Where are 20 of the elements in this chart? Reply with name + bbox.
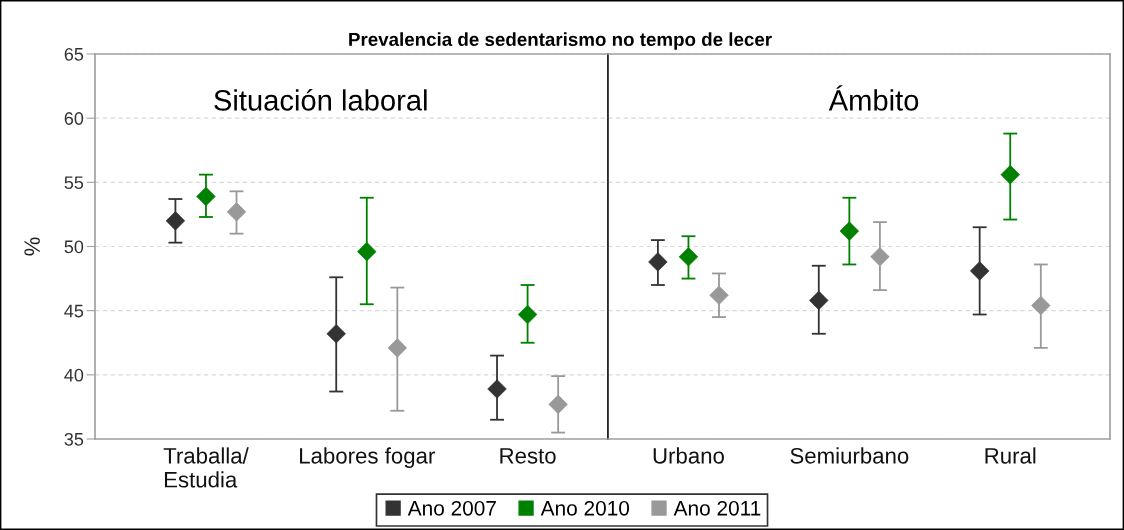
y-tick-label: 65 bbox=[64, 47, 84, 61]
legend-label: Ano 2010 bbox=[540, 500, 630, 516]
x-tick-label: Rural bbox=[985, 447, 1036, 464]
legend-label: Ano 2011 bbox=[673, 500, 761, 516]
x-tick-label: Urbano bbox=[653, 447, 724, 464]
y-tick-label: 45 bbox=[64, 304, 84, 318]
annotation: Situación laboral bbox=[214, 88, 427, 111]
y-axis-title: % bbox=[24, 237, 40, 256]
y-tick-label: 55 bbox=[64, 176, 84, 190]
y-tick-label: 35 bbox=[64, 432, 84, 446]
x-tick-label: Labores fogar bbox=[300, 447, 435, 469]
x-tick-label: Traballa/ Estudia bbox=[163, 447, 249, 488]
y-tick-label: 60 bbox=[64, 112, 84, 125]
y-tick-label: 50 bbox=[64, 240, 84, 254]
annotation: Ámbito bbox=[828, 85, 919, 111]
chart-title: Prevalencia de sedentarismo no tempo de lecer bbox=[349, 32, 772, 50]
legend-label: Ano 2007 bbox=[407, 500, 496, 516]
x-tick-label: Resto bbox=[500, 448, 556, 464]
x-tick-label: Semiurbano bbox=[790, 447, 909, 464]
y-tick-label: 40 bbox=[64, 368, 84, 382]
